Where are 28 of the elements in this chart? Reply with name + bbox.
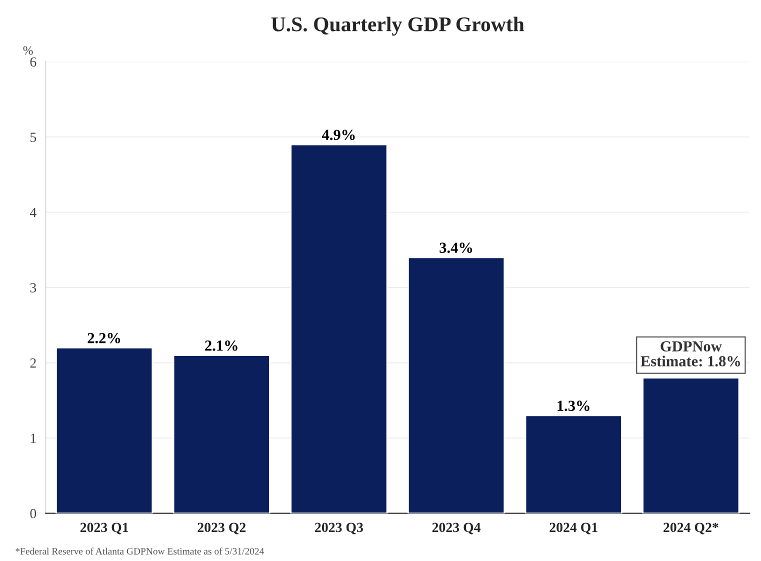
y-tick-label: 1 bbox=[30, 434, 36, 443]
y-tick-label: 2 bbox=[30, 358, 36, 368]
bar bbox=[642, 377, 740, 514]
data-label: 1.3% bbox=[558, 400, 590, 412]
y-tick-label: 5 bbox=[30, 132, 36, 142]
data-label: 3.4% bbox=[440, 242, 472, 253]
text: *Federal Reserve of Atlanta GDPNow Estimate as of 5/31/2024 bbox=[16, 548, 264, 555]
bar bbox=[407, 256, 506, 514]
bar bbox=[524, 414, 622, 514]
y-tick-label: 3 bbox=[30, 283, 36, 292]
y-tick-label: 4 bbox=[30, 208, 36, 218]
y-axis-title: % bbox=[23, 46, 33, 55]
chart-title: U.S. Quarterly GDP Growth bbox=[271, 16, 524, 36]
data-label: 2.2% bbox=[88, 332, 120, 344]
x-tick-label: 2024 Q2* bbox=[664, 522, 718, 534]
data-label: 2.1% bbox=[205, 340, 238, 351]
x-tick-label: 2023 Q3 bbox=[315, 522, 363, 534]
x-tick-label: 2024 Q1 bbox=[550, 522, 598, 534]
data-label: GDPNow Estimate: 1.8% bbox=[640, 341, 740, 366]
bar bbox=[56, 347, 154, 514]
bar bbox=[172, 354, 270, 514]
y-tick-label: 6 bbox=[30, 57, 36, 67]
y-tick-label: 0 bbox=[30, 508, 36, 518]
x-tick-label: 2023 Q4 bbox=[432, 522, 481, 534]
x-tick-label: 2023 Q2 bbox=[198, 522, 246, 534]
bar bbox=[290, 144, 388, 514]
x-tick-label: 2023 Q1 bbox=[80, 522, 128, 534]
data-label: 4.9% bbox=[322, 130, 355, 140]
